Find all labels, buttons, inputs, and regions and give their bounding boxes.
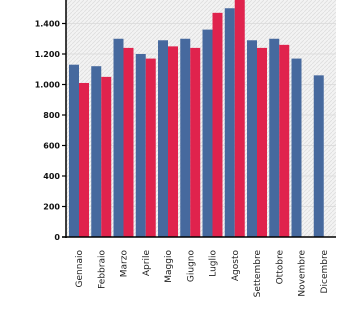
bar-red-marzo (123, 47, 134, 238)
bar-red-agosto (234, 0, 245, 237)
x-category-label: Dicembre (320, 250, 330, 294)
bar-red-luglio (212, 12, 223, 238)
x-category-label: Settembre (253, 250, 263, 298)
bar-blue-ottobre (269, 38, 280, 237)
bar-red-ottobre (279, 44, 290, 237)
y-tick-label: 1.000 (35, 81, 61, 90)
bar-red-giugno (190, 47, 201, 238)
x-category-label: Novembre (298, 250, 308, 297)
x-category-label: Febbraio (97, 250, 107, 289)
bar-blue-maggio (158, 40, 168, 238)
y-tick-label: 0 (54, 233, 60, 242)
bar-blue-agosto (224, 8, 235, 237)
bar-blue-novembre (291, 58, 302, 238)
bar-red-aprile (145, 58, 156, 238)
y-tick-label: 600 (43, 142, 60, 151)
bar-red-maggio (168, 46, 178, 237)
bars (69, 0, 324, 238)
y-tick-label: 200 (43, 203, 60, 212)
bar-red-gennaio (79, 82, 89, 237)
bar-red-febbraio (101, 76, 112, 237)
x-category-label: Luglio (209, 250, 219, 277)
bar-red-settembre (257, 47, 267, 238)
x-category-label: Gennaio (75, 250, 85, 288)
bar-blue-gennaio (69, 64, 79, 237)
bar-blue-giugno (180, 38, 191, 237)
x-category-label: Giugno (186, 250, 196, 283)
y-tick-label: 1.400 (35, 20, 61, 29)
bar-blue-aprile (135, 54, 146, 237)
bar-blue-febbraio (91, 66, 102, 237)
bar-blue-dicembre (313, 75, 324, 237)
bar-blue-settembre (247, 40, 257, 238)
y-tick-label: 1.200 (35, 50, 61, 59)
y-tick-label: 400 (43, 172, 60, 181)
x-category-label: Aprile (142, 250, 152, 277)
x-category-label: Marzo (120, 250, 130, 278)
bar-blue-luglio (202, 29, 213, 237)
x-category-label: Ottobre (275, 250, 285, 285)
x-axis-labels: Gennaio Febbraio Marzo Aprile Maggio Giugno Lu… (75, 250, 330, 298)
y-tick-label: 800 (43, 111, 60, 120)
x-category-label: Maggio (164, 250, 174, 283)
bar-blue-marzo (113, 38, 124, 237)
x-category-label: Agosto (231, 250, 241, 282)
